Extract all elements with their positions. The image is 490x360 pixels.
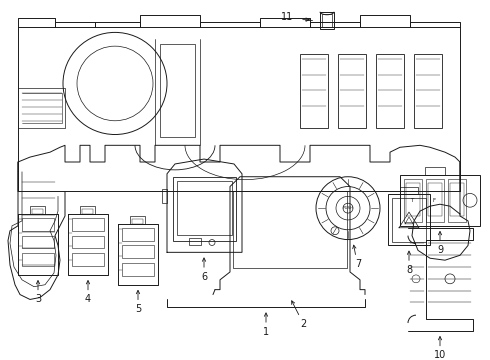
- Bar: [376, 54, 404, 128]
- Bar: [426, 179, 444, 222]
- Text: 2: 2: [300, 319, 306, 329]
- Text: 3: 3: [35, 294, 41, 305]
- Bar: [122, 228, 154, 240]
- Bar: [320, 12, 334, 30]
- Bar: [448, 179, 466, 222]
- Bar: [32, 209, 43, 214]
- Text: 6: 6: [201, 272, 207, 282]
- Bar: [130, 216, 145, 224]
- Text: 8: 8: [406, 265, 412, 275]
- Bar: [132, 219, 143, 224]
- Bar: [22, 253, 54, 266]
- Text: 4: 4: [85, 294, 91, 305]
- Bar: [162, 189, 167, 203]
- Bar: [72, 236, 104, 248]
- Bar: [30, 206, 45, 214]
- Bar: [177, 181, 232, 235]
- Bar: [72, 253, 104, 266]
- Bar: [388, 194, 430, 246]
- Bar: [450, 183, 464, 216]
- Text: 7: 7: [355, 259, 361, 269]
- Bar: [122, 263, 154, 276]
- Bar: [189, 238, 201, 246]
- Text: 9: 9: [437, 246, 443, 255]
- Bar: [122, 246, 154, 258]
- Text: 5: 5: [135, 304, 141, 314]
- Bar: [322, 14, 332, 27]
- Bar: [338, 54, 366, 128]
- Bar: [406, 183, 420, 216]
- Text: T: T: [411, 198, 414, 203]
- Bar: [392, 198, 426, 242]
- Text: 10: 10: [434, 350, 446, 360]
- Bar: [80, 206, 95, 214]
- Text: F: F: [433, 198, 436, 203]
- Bar: [428, 183, 442, 216]
- Bar: [400, 175, 480, 226]
- Bar: [425, 167, 445, 175]
- Bar: [82, 209, 93, 214]
- Bar: [72, 218, 104, 231]
- Bar: [22, 236, 54, 248]
- Text: 1: 1: [263, 327, 269, 337]
- Text: PUSH: PUSH: [343, 206, 354, 210]
- Bar: [404, 179, 422, 222]
- Text: 11: 11: [281, 12, 293, 22]
- Bar: [414, 54, 442, 128]
- Bar: [160, 44, 195, 138]
- Bar: [173, 177, 236, 240]
- Bar: [300, 54, 328, 128]
- Bar: [22, 218, 54, 231]
- Bar: [400, 186, 418, 194]
